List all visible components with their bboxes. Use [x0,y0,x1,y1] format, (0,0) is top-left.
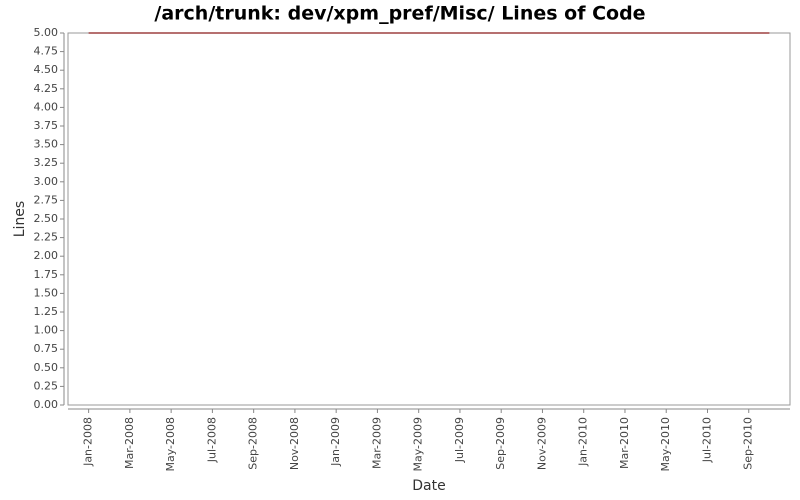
y-tick-label: 2.25 [34,231,59,244]
x-tick-label: Jan-2010 [577,417,590,467]
x-tick-label: Nov-2009 [535,417,548,470]
x-tick-label: Nov-2008 [288,417,301,470]
y-tick-label: 3.50 [34,138,59,151]
y-tick-label: 0.50 [34,361,59,374]
x-tick-label: Sep-2009 [494,417,507,470]
x-tick-label: Sep-2010 [742,417,755,470]
x-tick-label: Sep-2008 [247,417,260,470]
y-tick-label: 3.75 [34,119,59,132]
y-tick-label: 0.75 [34,342,59,355]
x-tick-label: May-2010 [659,417,672,472]
y-tick-label: 4.50 [34,63,59,76]
y-tick-label: 2.00 [34,249,59,262]
y-tick-label: 3.25 [34,156,59,169]
x-axis-title: Date [412,478,445,494]
y-tick-label: 0.25 [34,379,59,392]
y-tick-label: 2.75 [34,193,59,206]
y-tick-label: 2.50 [34,212,59,225]
y-tick-label: 4.00 [34,100,59,113]
y-tick-label: 1.00 [34,324,59,337]
y-tick-label: 1.50 [34,286,59,299]
x-tick-label: May-2008 [164,417,177,472]
x-tick-label: Jan-2009 [329,417,342,467]
x-tick-label: Mar-2008 [123,417,136,469]
x-tick-label: Jul-2010 [700,417,713,463]
y-tick-label: 1.25 [34,305,59,318]
y-tick-label: 4.75 [34,45,59,58]
x-tick-label: Jul-2009 [453,417,466,463]
y-tick-label: 1.75 [34,268,59,281]
y-axis-title: Lines [12,201,28,237]
y-tick-label: 0.00 [34,398,59,411]
y-tick-label: 4.25 [34,82,59,95]
x-tick-label: Mar-2010 [618,417,631,469]
plot-area [67,32,791,406]
x-tick-label: Mar-2009 [370,417,383,469]
y-tick-label: 5.00 [34,26,59,39]
chart-title: /arch/trunk: dev/xpm_pref/Misc/ Lines of… [154,3,645,25]
x-tick-label: Jan-2008 [82,417,95,467]
x-tick-label: Jul-2008 [205,417,218,463]
y-tick-label: 3.00 [34,175,59,188]
x-tick-label: May-2009 [412,417,425,472]
